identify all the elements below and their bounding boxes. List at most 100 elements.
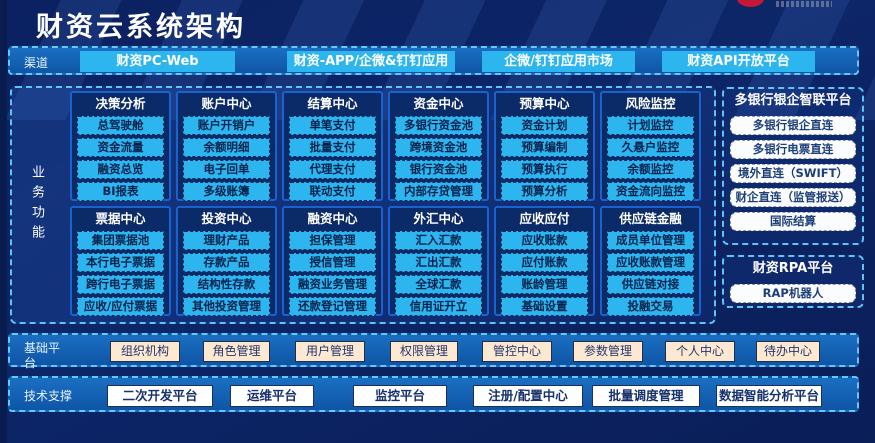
tech-item-monitor[interactable]: 监控平台 [353, 385, 447, 407]
module-item[interactable]: 预算分析 [501, 182, 588, 201]
module-item[interactable]: 余额明细 [183, 138, 270, 157]
tech-item-ops[interactable]: 运维平台 [230, 385, 314, 407]
module-item[interactable]: 电子回单 [183, 160, 270, 179]
module-item[interactable]: 还款登记管理 [289, 297, 376, 316]
module-title: 投资中心 [201, 211, 252, 226]
business-label: 业务功能 [29, 165, 44, 245]
module-title: 票据中心 [95, 211, 146, 226]
module-item[interactable]: 汇入汇款 [395, 231, 482, 250]
module-item[interactable]: 跨行电子票据 [77, 275, 164, 294]
rpa-panel: 财资RPA平台 RAP机器人 [722, 255, 864, 308]
module-item[interactable]: 全球汇款 [395, 275, 482, 294]
module-card-budget: 预算中心 资金计划 预算编制 预算执行 预算分析 [494, 91, 595, 201]
module-item[interactable]: 多银行资金池 [395, 116, 482, 135]
bank-platform-item[interactable]: 多银行银企直连 [730, 116, 856, 135]
rpa-item[interactable]: RAP机器人 [730, 284, 856, 303]
bank-platform-item[interactable]: 财企直连（监管报送） [730, 188, 856, 207]
base-item-personal[interactable]: 个人中心 [665, 341, 735, 362]
module-item[interactable]: 存款产品 [183, 253, 270, 272]
module-item[interactable]: 预算编制 [501, 138, 588, 157]
module-item[interactable]: 多级账簿 [183, 182, 270, 201]
module-card-decision: 决策分析 总驾驶舱 资金流量 融资总览 BI报表 [70, 91, 171, 201]
base-platform-label: 基础平台 [24, 341, 61, 370]
tech-support-label: 技术支撑 [24, 389, 73, 403]
module-card-investment: 投资中心 理财产品 存款产品 结构性存款 其他投资管理 [176, 206, 277, 316]
module-item[interactable]: 计划监控 [607, 116, 694, 135]
module-item[interactable]: 账户开销户 [183, 116, 270, 135]
module-card-forex: 外汇中心 汇入汇款 汇出汇款 全球汇款 信用证开立 [388, 206, 489, 316]
module-item[interactable]: 应收账款 [501, 231, 588, 250]
module-item[interactable]: 汇出汇款 [395, 253, 482, 272]
base-item-todo[interactable]: 待办中心 [756, 341, 820, 362]
module-item[interactable]: 投融交易 [607, 297, 694, 316]
module-item[interactable]: 集团票据池 [77, 231, 164, 250]
base-item-org[interactable]: 组织机构 [110, 341, 180, 362]
module-title: 风险监控 [625, 96, 676, 111]
channels-row: 渠道 财资PC-Web 财资-APP/企微&钉钉应用 企微/钉钉应用市场 财资A… [8, 46, 859, 75]
tech-item-registry[interactable]: 注册/配置中心 [473, 385, 583, 407]
tech-item-dev-platform[interactable]: 二次开发平台 [107, 385, 213, 407]
module-card-account: 账户中心 账户开销户 余额明细 电子回单 多级账簿 [176, 91, 277, 201]
base-item-user[interactable]: 用户管理 [295, 341, 365, 362]
module-item[interactable]: 基础设置 [501, 297, 588, 316]
base-platform-row: 基础平台 组织机构 角色管理 用户管理 权限管理 管控中心 参数管理 个人中心 … [8, 333, 859, 370]
module-item[interactable]: 应收账款管理 [607, 253, 694, 272]
module-card-supply-chain: 供应链金融 成员单位管理 应收账款管理 供应链对接 投融交易 [600, 206, 701, 316]
module-item[interactable]: 供应链对接 [607, 275, 694, 294]
module-card-ar-ap: 应收应付 应收账款 应付账款 账龄管理 基础设置 [494, 206, 595, 316]
module-item[interactable]: BI报表 [77, 182, 164, 201]
module-item[interactable]: 内部存贷管理 [395, 182, 482, 201]
module-item[interactable]: 其他投资管理 [183, 297, 270, 316]
module-item[interactable]: 资金计划 [501, 116, 588, 135]
module-item[interactable]: 预算执行 [501, 160, 588, 179]
module-item[interactable]: 资金流向监控 [607, 182, 694, 201]
module-item[interactable]: 本行电子票据 [77, 253, 164, 272]
tech-item-data-analytics[interactable]: 数据智能分析平台 [716, 385, 822, 407]
base-item-control[interactable]: 管控中心 [482, 341, 552, 362]
module-item[interactable]: 代理支付 [289, 160, 376, 179]
module-item[interactable]: 授信管理 [289, 253, 376, 272]
base-item-params[interactable]: 参数管理 [573, 341, 643, 362]
bank-platform-item[interactable]: 境外直连（SWIFT） [730, 164, 856, 183]
module-item[interactable]: 结构性存款 [183, 275, 270, 294]
module-card-bills: 票据中心 集团票据池 本行电子票据 跨行电子票据 应收/应付票据 [70, 206, 171, 316]
module-item[interactable]: 跨境资金池 [395, 138, 482, 157]
module-title: 结算中心 [307, 96, 358, 111]
base-item-permission[interactable]: 权限管理 [390, 341, 458, 362]
module-item[interactable]: 成员单位管理 [607, 231, 694, 250]
rpa-title: 财资RPA平台 [752, 261, 834, 276]
channel-button-market[interactable]: 企微/钉钉应用市场 [482, 51, 635, 72]
module-item[interactable]: 信用证开立 [395, 297, 482, 316]
module-item[interactable]: 批量支付 [289, 138, 376, 157]
module-item[interactable]: 余额监控 [607, 160, 694, 179]
channel-button-app[interactable]: 财资-APP/企微&钉钉应用 [287, 51, 455, 72]
module-item[interactable]: 理财产品 [183, 231, 270, 250]
module-item[interactable]: 担保管理 [289, 231, 376, 250]
module-item[interactable]: 应付账款 [501, 253, 588, 272]
bank-platform-item[interactable]: 国际结算 [730, 212, 856, 231]
module-item[interactable]: 账龄管理 [501, 275, 588, 294]
tech-item-scheduler[interactable]: 批量调度管理 [592, 385, 700, 407]
channel-button-api[interactable]: 财资API开放平台 [662, 51, 815, 72]
bank-platform-item[interactable]: 多银行电票直连 [730, 140, 856, 159]
module-item[interactable]: 总驾驶舱 [77, 116, 164, 135]
module-card-funds: 资金中心 多银行资金池 跨境资金池 银行资金池 内部存贷管理 [388, 91, 489, 201]
module-item[interactable]: 银行资金池 [395, 160, 482, 179]
logo-text [776, 1, 832, 7]
base-item-role[interactable]: 角色管理 [203, 341, 270, 362]
left-edge-strip [0, 0, 7, 443]
module-title: 预算中心 [519, 96, 570, 111]
module-item[interactable]: 融资业务管理 [289, 275, 376, 294]
module-item[interactable]: 久悬户监控 [607, 138, 694, 157]
logo-icon [737, 0, 764, 7]
module-item[interactable]: 资金流量 [77, 138, 164, 157]
module-grid: 决策分析 总驾驶舱 资金流量 融资总览 BI报表 账户中心 账户开销户 余额明细… [70, 91, 701, 316]
module-item[interactable]: 应收/应付票据 [77, 297, 164, 316]
module-item[interactable]: 融资总览 [77, 160, 164, 179]
module-item[interactable]: 联动支付 [289, 182, 376, 201]
module-item[interactable]: 单笔支付 [289, 116, 376, 135]
module-title: 决策分析 [95, 96, 146, 111]
module-card-settlement: 结算中心 单笔支付 批量支付 代理支付 联动支付 [282, 91, 383, 201]
channel-button-pc-web[interactable]: 财资PC-Web [80, 51, 235, 72]
module-title: 供应链金融 [619, 211, 682, 226]
